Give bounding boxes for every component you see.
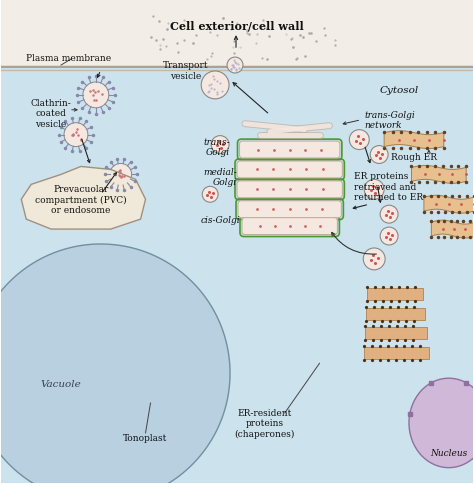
- Text: Transport
vesicle: Transport vesicle: [163, 61, 208, 80]
- Text: Cell exterior/cell wall: Cell exterior/cell wall: [170, 21, 304, 32]
- Circle shape: [370, 146, 388, 164]
- Ellipse shape: [409, 378, 474, 468]
- Text: trans-
Golgi: trans- Golgi: [203, 137, 230, 157]
- Text: Plasma membrane: Plasma membrane: [26, 53, 111, 62]
- Text: Clathrin-
coated
vesicle: Clathrin- coated vesicle: [31, 99, 72, 128]
- Polygon shape: [411, 166, 466, 184]
- Polygon shape: [110, 164, 132, 186]
- Text: ER proteins
retrieved and
returned to ER: ER proteins retrieved and returned to ER: [354, 172, 423, 202]
- Bar: [1, 1, 473, 71]
- Circle shape: [227, 58, 243, 74]
- Circle shape: [363, 248, 385, 270]
- Text: Nucleus: Nucleus: [430, 448, 467, 457]
- Circle shape: [380, 227, 398, 245]
- Text: Prevacuolar
compartment (PVC)
or endosome: Prevacuolar compartment (PVC) or endosom…: [35, 185, 127, 215]
- FancyBboxPatch shape: [237, 162, 342, 179]
- Text: Vacuole: Vacuole: [41, 379, 82, 388]
- Circle shape: [380, 206, 398, 224]
- Polygon shape: [431, 221, 474, 239]
- Circle shape: [202, 187, 218, 203]
- Text: Tonoplast: Tonoplast: [123, 434, 168, 442]
- Polygon shape: [424, 196, 474, 214]
- Polygon shape: [83, 83, 109, 108]
- FancyBboxPatch shape: [242, 218, 337, 235]
- Text: Cytosol: Cytosol: [379, 86, 419, 95]
- FancyBboxPatch shape: [237, 182, 342, 198]
- Text: trans-Golgi
network: trans-Golgi network: [364, 111, 415, 130]
- Polygon shape: [21, 167, 146, 229]
- Circle shape: [349, 130, 369, 150]
- FancyBboxPatch shape: [238, 201, 341, 218]
- Polygon shape: [0, 244, 230, 484]
- Polygon shape: [384, 131, 444, 149]
- Polygon shape: [64, 123, 88, 147]
- Text: cis-Golgi: cis-Golgi: [201, 215, 240, 224]
- Circle shape: [201, 72, 229, 100]
- Bar: [1, 66, 473, 483]
- FancyBboxPatch shape: [239, 142, 340, 159]
- Text: medial-
Golgi: medial- Golgi: [203, 167, 237, 187]
- Text: ER-resident
proteins
(chaperones): ER-resident proteins (chaperones): [235, 408, 295, 438]
- Circle shape: [364, 180, 384, 200]
- Circle shape: [211, 136, 229, 154]
- Text: Rough ER: Rough ER: [391, 152, 437, 162]
